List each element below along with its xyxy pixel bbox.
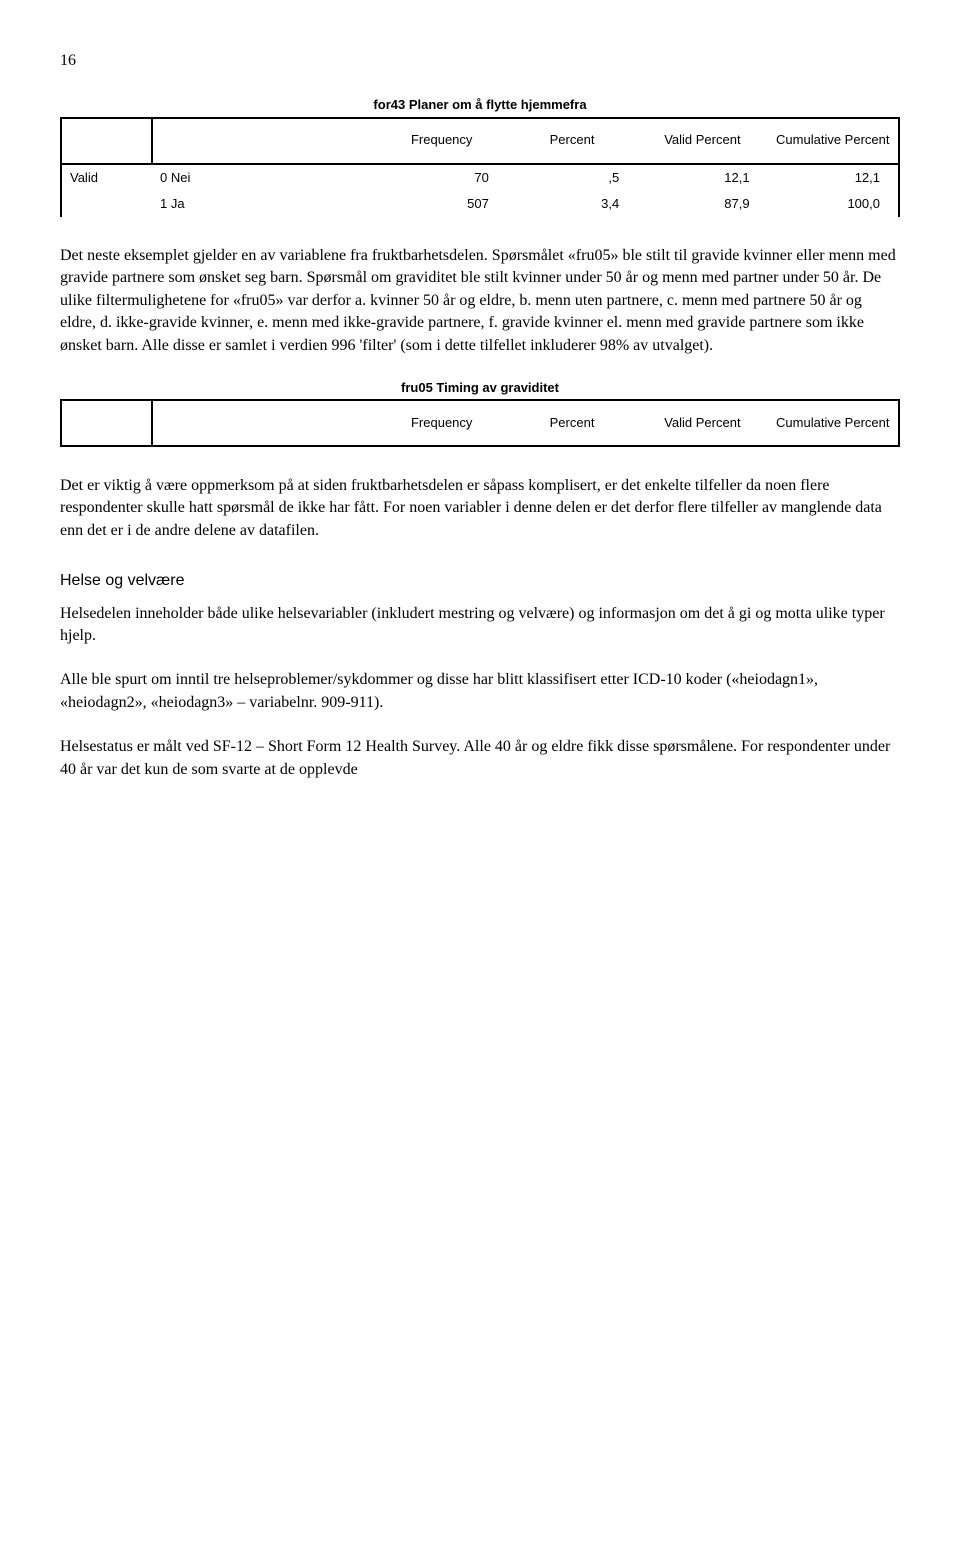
- cell-value: 70: [377, 164, 507, 191]
- table1: Frequency Percent Valid Percent Cumulati…: [60, 117, 900, 217]
- th: Valid Percent: [637, 400, 767, 446]
- cell-label: 1 Ja: [152, 191, 377, 217]
- th: [152, 118, 377, 164]
- cell-value: 87,9: [637, 191, 767, 217]
- cell-value: 12,1: [637, 164, 767, 191]
- th: Cumulative Percent: [768, 400, 899, 446]
- table-row: Valid0 Nei70,512,112,1: [61, 164, 899, 191]
- th: Percent: [507, 400, 637, 446]
- cell-value: 3,4: [507, 191, 637, 217]
- paragraph-2: Det er viktig å være oppmerksom på at si…: [60, 475, 900, 542]
- th: Frequency: [377, 118, 507, 164]
- th: [61, 118, 152, 164]
- th: Cumulative Percent: [768, 118, 899, 164]
- cell-value: ,5: [507, 164, 637, 191]
- th: Percent: [507, 118, 637, 164]
- cell-group: [61, 191, 152, 217]
- th: [61, 400, 152, 446]
- section-heading-helse: Helse og velvære: [60, 570, 900, 592]
- page-number: 16: [60, 50, 900, 72]
- cell-group: Valid: [61, 164, 152, 191]
- table1-header-row: Frequency Percent Valid Percent Cumulati…: [61, 118, 899, 164]
- paragraph-1: Det neste eksemplet gjelder en av variab…: [60, 245, 900, 357]
- th: Frequency: [377, 400, 507, 446]
- cell-label: 0 Nei: [152, 164, 377, 191]
- cell-value: 12,1: [768, 164, 899, 191]
- paragraph-4: Alle ble spurt om inntil tre helseproble…: [60, 669, 900, 714]
- th: Valid Percent: [637, 118, 767, 164]
- cell-value: 507: [377, 191, 507, 217]
- table2-title: fru05 Timing av graviditet: [60, 379, 900, 397]
- paragraph-5: Helsestatus er målt ved SF-12 – Short Fo…: [60, 736, 900, 781]
- table2: Frequency Percent Valid Percent Cumulati…: [60, 399, 900, 447]
- table-row: 1 Ja5073,487,9100,0: [61, 191, 899, 217]
- th: [152, 400, 377, 446]
- cell-value: 100,0: [768, 191, 899, 217]
- paragraph-3: Helsedelen inneholder både ulike helseva…: [60, 603, 900, 648]
- table2-header-row: Frequency Percent Valid Percent Cumulati…: [61, 400, 899, 446]
- table1-title: for43 Planer om å flytte hjemmefra: [60, 96, 900, 114]
